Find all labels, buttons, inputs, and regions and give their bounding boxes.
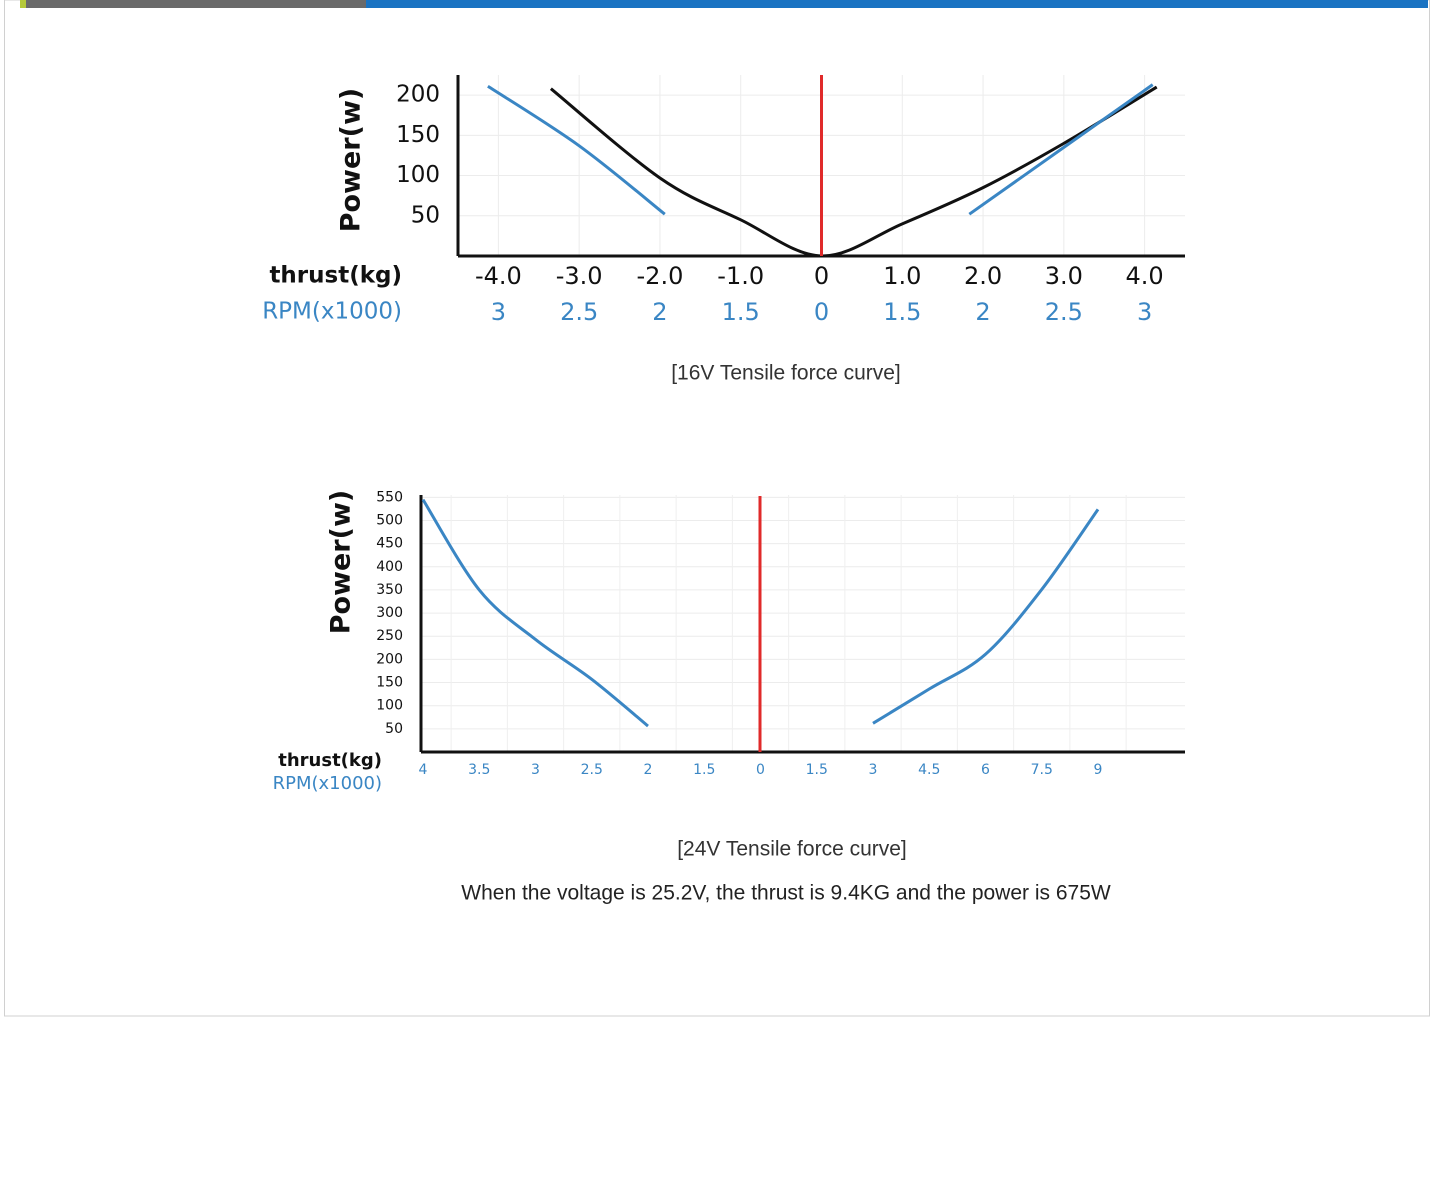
y-tick-label: 50 [385,721,403,737]
x-tick-label: 2 [644,762,653,778]
x2-tick-label: 1.5 [883,298,921,326]
x2-tick-label: 2 [975,298,990,326]
x-tick-label: 4 [419,762,428,778]
x2-tick-label: 2.5 [560,298,598,326]
y-tick-label: 550 [376,489,403,505]
y-tick-label: 150 [376,675,403,691]
y-tick-label: 100 [376,698,403,714]
y-tick-label: 500 [376,512,403,528]
x2-tick-label: 2.5 [1045,298,1083,326]
y-axis-label: Power(w) [326,490,357,635]
note: When the voltage is 25.2V, the thrust is… [461,882,1111,905]
x2-axis-label: RPM(x1000) [262,299,402,325]
x2-axis-label: RPM(x1000) [273,773,382,794]
caption: [16V Tensile force curve] [671,362,901,385]
y-tick-label: 100 [396,162,440,188]
y-tick-label: 350 [376,582,403,598]
x-tick-label: -2.0 [637,262,684,290]
y-tick-label: 300 [376,605,403,621]
y-tick-label: 450 [376,536,403,552]
y-tick-label: 200 [376,651,403,667]
x-tick-label: 3 [531,762,540,778]
y-tick-label: 150 [396,122,440,148]
x2-tick-label: 2 [652,298,667,326]
x-axis-label: thrust(kg) [269,263,402,289]
x-tick-label: -3.0 [556,262,603,290]
x-tick-label: 4.5 [918,762,940,778]
x-tick-label: 4.0 [1126,262,1164,290]
x-tick-label: 3 [869,762,878,778]
frame [4,0,1430,1017]
y-axis-label: Power(w) [336,88,367,233]
x-tick-label: -4.0 [475,262,522,290]
x-tick-label: 3.0 [1045,262,1083,290]
x-tick-label: 2.0 [964,262,1002,290]
line-series [549,85,1158,258]
chart-24v: 50 100 150 200 250 300 350 400 450 500 550 4 3.5 3 2.5… [273,489,1185,794]
x-tick-label: 1.5 [806,762,828,778]
x-tick-label: 0 [814,262,829,290]
x-axis-label: thrust(kg) [278,750,382,771]
x-tick-label: 1.0 [883,262,921,290]
y-tick-label: 400 [376,559,403,575]
x-tick-label: 9 [1094,762,1103,778]
top-bar-gray [26,0,366,8]
x2-tick-label: 1.5 [722,298,760,326]
x-tick-label: -1.0 [717,262,764,290]
line-series [421,498,1100,728]
x-tick-label: 2.5 [581,762,603,778]
x2-tick-label: 3 [491,298,506,326]
x-tick-label: 7.5 [1031,762,1053,778]
line-series [487,83,1154,216]
y-tick-label: 50 [411,202,440,228]
x2-tick-label: 0 [814,298,829,326]
y-tick-label: 250 [376,628,403,644]
y-tick-label: 200 [396,82,440,108]
x-tick-label: 6 [981,762,990,778]
x-tick-label: 3.5 [468,762,490,778]
x-tick-label: 0 [756,762,765,778]
x-tick-label: 1.5 [693,762,715,778]
top-bar-blue [366,0,1428,8]
x2-tick-label: 3 [1137,298,1152,326]
top-accent [20,0,26,8]
caption: [24V Tensile force curve] [677,838,907,861]
